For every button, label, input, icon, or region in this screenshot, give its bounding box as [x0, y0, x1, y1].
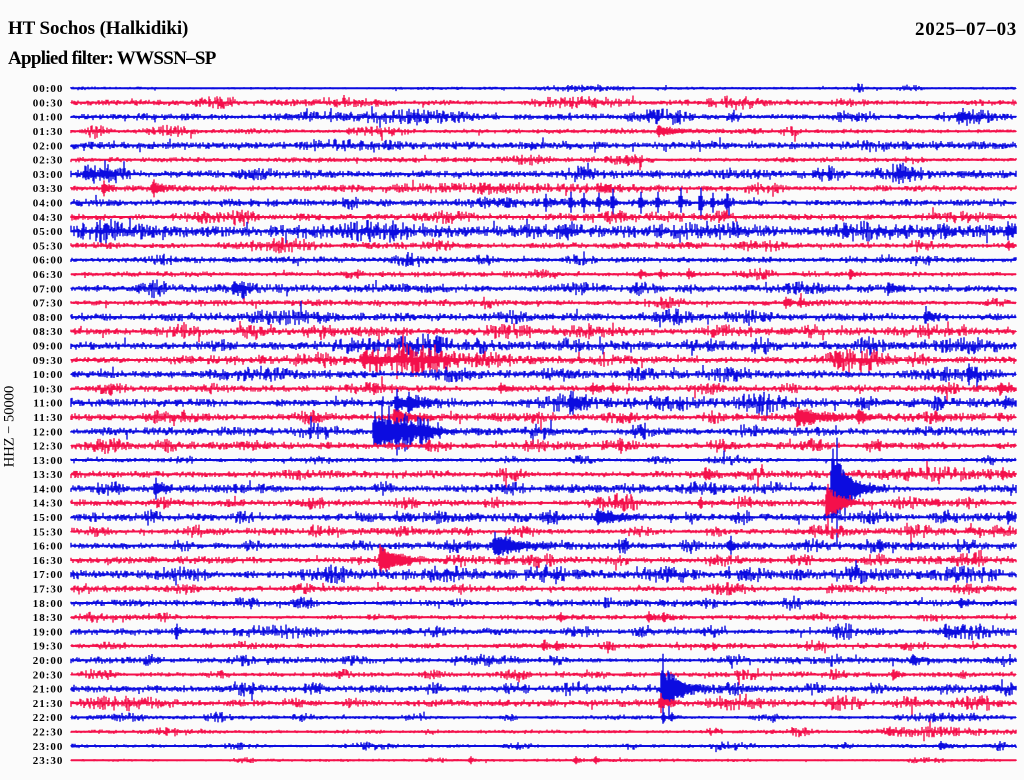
svg-text:18:30: 18:30 — [33, 612, 64, 624]
svg-text:15:30: 15:30 — [33, 526, 64, 538]
svg-text:10:00: 10:00 — [33, 369, 64, 381]
svg-text:07:00: 07:00 — [33, 283, 64, 295]
svg-text:00:30: 00:30 — [33, 97, 64, 109]
svg-text:08:00: 08:00 — [33, 312, 64, 324]
svg-text:23:00: 23:00 — [33, 741, 64, 753]
svg-text:05:00: 05:00 — [33, 226, 64, 238]
svg-text:17:30: 17:30 — [33, 584, 64, 596]
svg-text:02:00: 02:00 — [33, 140, 64, 152]
svg-text:20:30: 20:30 — [33, 669, 64, 681]
svg-text:11:00: 11:00 — [33, 398, 63, 410]
svg-text:19:00: 19:00 — [33, 626, 64, 638]
svg-text:16:30: 16:30 — [33, 555, 64, 567]
svg-text:13:00: 13:00 — [33, 455, 64, 467]
svg-text:08:30: 08:30 — [33, 326, 64, 338]
svg-text:06:00: 06:00 — [33, 255, 64, 267]
svg-text:23:30: 23:30 — [33, 755, 64, 767]
svg-text:22:30: 22:30 — [33, 727, 64, 739]
svg-text:17:00: 17:00 — [33, 569, 64, 581]
svg-text:07:30: 07:30 — [33, 298, 64, 310]
svg-text:09:00: 09:00 — [33, 341, 64, 353]
svg-text:11:30: 11:30 — [33, 412, 63, 424]
svg-text:21:30: 21:30 — [33, 698, 64, 710]
svg-text:01:00: 01:00 — [33, 112, 64, 124]
svg-text:14:00: 14:00 — [33, 483, 64, 495]
svg-text:12:30: 12:30 — [33, 441, 64, 453]
svg-text:03:30: 03:30 — [33, 183, 64, 195]
svg-text:03:00: 03:00 — [33, 169, 64, 181]
svg-text:15:00: 15:00 — [33, 512, 64, 524]
svg-text:01:30: 01:30 — [33, 126, 64, 138]
svg-text:00:00: 00:00 — [33, 83, 64, 95]
svg-text:21:00: 21:00 — [33, 684, 64, 696]
svg-text:16:00: 16:00 — [33, 541, 64, 553]
svg-text:10:30: 10:30 — [33, 383, 64, 395]
svg-text:19:30: 19:30 — [33, 641, 64, 653]
svg-text:04:00: 04:00 — [33, 198, 64, 210]
svg-text:13:30: 13:30 — [33, 469, 64, 481]
svg-text:22:00: 22:00 — [33, 712, 64, 724]
svg-text:05:30: 05:30 — [33, 240, 64, 252]
svg-text:20:00: 20:00 — [33, 655, 64, 667]
svg-text:12:00: 12:00 — [33, 426, 64, 438]
svg-text:06:30: 06:30 — [33, 269, 64, 281]
svg-text:02:30: 02:30 — [33, 155, 64, 167]
svg-text:04:30: 04:30 — [33, 212, 64, 224]
svg-text:14:30: 14:30 — [33, 498, 64, 510]
svg-text:09:30: 09:30 — [33, 355, 64, 367]
svg-text:18:00: 18:00 — [33, 598, 64, 610]
